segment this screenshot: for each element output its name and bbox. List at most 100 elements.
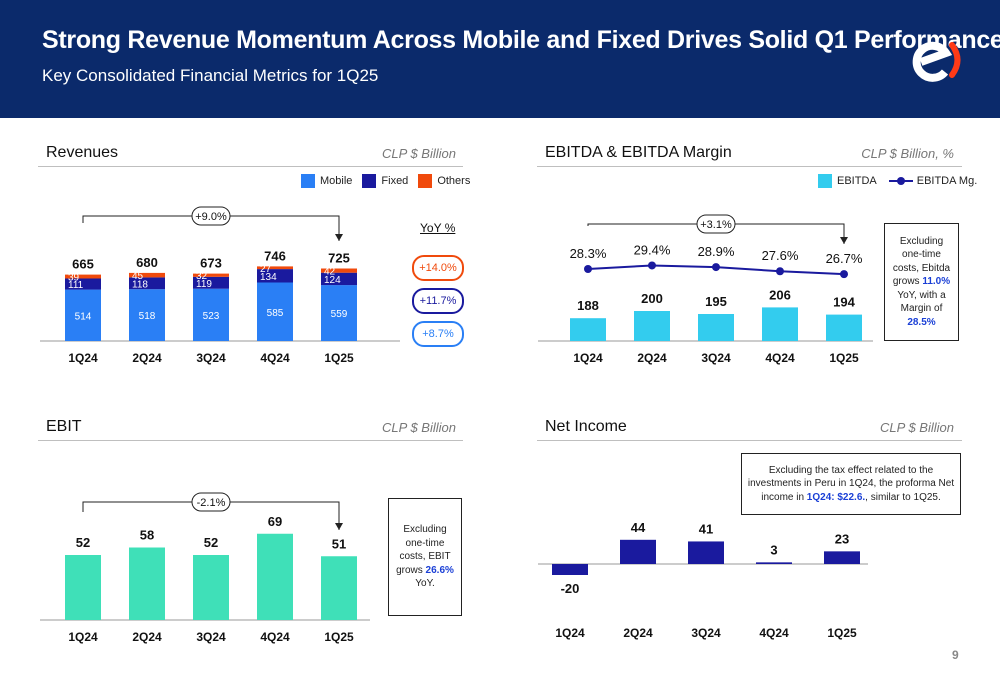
revenues-bar-fixed-1Q24 [65, 278, 101, 290]
revenues-category-4Q24: 4Q24 [260, 351, 290, 365]
revenues-value-others-4Q24: 27 [260, 264, 272, 275]
revenues-value-fixed-3Q24: 119 [196, 279, 212, 290]
net-income-bar-1Q25 [824, 551, 860, 564]
ebitda-margin-point-1Q24 [584, 265, 592, 273]
revenues-total-1Q25: 725 [328, 251, 350, 266]
revenues-value-others-3Q24: 32 [196, 271, 208, 282]
ebit-growth-label: -2.1% [197, 497, 226, 509]
ebit-value-1Q25: 51 [332, 536, 346, 551]
page-title: Strong Revenue Momentum Across Mobile an… [42, 26, 1000, 54]
ebit-bar-1Q25 [321, 556, 357, 620]
revenues-value-mobile-1Q24: 514 [75, 311, 92, 322]
legend-mobile-label: Mobile [320, 175, 353, 187]
net-income-title: Net Income [545, 418, 627, 435]
ebit-note-text-2: YoY. [415, 578, 435, 590]
header-banner: Strong Revenue Momentum Across Mobile an… [0, 0, 1000, 118]
revenues-value-fixed-4Q24: 134 [260, 272, 277, 283]
revenues-bar-others-3Q24 [193, 273, 229, 277]
ebit-category-2Q24: 2Q24 [132, 630, 162, 644]
ebit-value-3Q24: 52 [204, 535, 218, 550]
ebitda-category-2Q24: 2Q24 [637, 351, 667, 365]
revenues-bar-others-1Q25 [321, 268, 357, 273]
page-subtitle: Key Consolidated Financial Metrics for 1… [42, 66, 379, 85]
revenues-value-mobile-1Q25: 559 [331, 309, 348, 320]
net-income-note-text-2: , similar to 1Q25. [865, 491, 941, 503]
ebit-category-1Q24: 1Q24 [68, 630, 98, 644]
ebit-category-3Q24: 3Q24 [196, 630, 226, 644]
revenues-legend: Mobile Fixed Others [301, 174, 470, 188]
revenues-total-2Q24: 680 [136, 255, 158, 270]
revenues-bar-fixed-4Q24 [257, 269, 293, 283]
ebitda-legend: EBITDA EBITDA Mg. [818, 174, 977, 188]
ebitda-margin-point-4Q24 [776, 267, 784, 276]
net-income-value-1Q24: -20 [561, 581, 580, 596]
ebitda-category-1Q25: 1Q25 [829, 351, 859, 365]
net-income-value-4Q24: 3 [770, 542, 777, 557]
net-income-value-3Q24: 41 [699, 521, 713, 536]
ebitda-margin-label-4Q24: 27.6% [762, 248, 799, 263]
ebitda-margin-point-3Q24 [712, 263, 720, 272]
ebitda-note-text-2: YoY, with a Margin of [897, 289, 946, 315]
revenues-bar-mobile-3Q24 [193, 288, 229, 341]
revenues-bar-mobile-1Q25 [321, 285, 357, 341]
revenues-divider [38, 166, 463, 167]
page-number: 9 [952, 648, 959, 662]
net-income-category-2Q24: 2Q24 [623, 626, 653, 640]
revenues-growth-label: +9.0% [195, 211, 227, 223]
net-income-category-1Q25: 1Q25 [827, 626, 857, 640]
ebitda-note-text: Excluding one-time costs, Ebitda grows [892, 235, 951, 288]
legend-fixed-label: Fixed [381, 175, 409, 187]
revenues-unit: CLP $ Billion [382, 146, 456, 161]
ebit-bar-2Q24 [129, 547, 165, 620]
net-income-bar-3Q24 [688, 541, 724, 564]
ebitda-bar-2Q24 [634, 311, 670, 341]
ebitda-margin-point-1Q25 [840, 270, 848, 279]
net-income-note-value: 1Q24: $22.6. [806, 491, 866, 503]
revenues-bar-mobile-4Q24 [257, 282, 293, 341]
ebitda-bar-3Q24 [698, 314, 734, 341]
revenues-growth-pill [191, 206, 231, 226]
revenues-total-1Q24: 665 [72, 257, 94, 272]
ebitda-chart: 188 1Q24 200 2Q24 195 3Q24 206 4Q24 194 1Q25 28.3%… [538, 214, 873, 365]
revenues-category-2Q24: 2Q24 [132, 351, 162, 365]
net-income-bar-2Q24 [620, 539, 656, 564]
ebitda-category-3Q24: 3Q24 [701, 351, 731, 365]
yoy-fixed-pill: +11.7% [412, 288, 464, 314]
revenues-category-3Q24: 3Q24 [196, 351, 226, 365]
revenues-value-fixed-1Q24: 111 [68, 280, 84, 291]
legend-margin-label: EBITDA Mg. [916, 175, 978, 187]
ebitda-margin-label-3Q24: 28.9% [698, 244, 735, 259]
revenues-value-mobile-3Q24: 523 [203, 311, 220, 322]
revenues-growth-arrow [335, 234, 343, 241]
revenues-bar-fixed-3Q24 [193, 276, 229, 289]
revenues-total-3Q24: 673 [200, 256, 222, 271]
net-income-unit: CLP $ Billion [880, 420, 954, 435]
yoy-title: YoY % [420, 221, 456, 235]
legend-mobile-swatch [301, 174, 315, 188]
ebitda-value-2Q24: 200 [641, 291, 663, 306]
revenues-category-1Q24: 1Q24 [68, 351, 98, 365]
ebit-growth-pill [191, 492, 231, 512]
yoy-others-pill: +14.0% [412, 255, 464, 281]
ebit-note: Excluding one-time costs, EBIT grows 26.… [388, 498, 462, 616]
ebitda-bar-4Q24 [762, 307, 798, 341]
ebitda-value-1Q24: 188 [577, 298, 599, 313]
revenues-bar-others-1Q24 [65, 274, 101, 279]
ebitda-growth-label: +3.1% [700, 219, 732, 231]
ebitda-category-1Q24: 1Q24 [573, 351, 603, 365]
net-income-category-3Q24: 3Q24 [691, 626, 721, 640]
ebitda-note-margin: 28.5% [907, 316, 936, 328]
legend-ebitda-label: EBITDA [837, 175, 877, 187]
revenues-value-others-1Q24: 39 [68, 273, 80, 284]
ebit-bar-4Q24 [257, 533, 293, 620]
logo-bracket-shape [949, 42, 961, 78]
revenues-bar-others-4Q24 [257, 266, 293, 270]
ebit-title: EBIT [46, 418, 82, 435]
ebitda-margin-label-2Q24: 29.4% [634, 242, 671, 257]
revenues-title: Revenues [46, 144, 119, 161]
ebitda-bar-1Q25 [826, 314, 862, 341]
net-income-bar-4Q24 [756, 562, 792, 564]
ebitda-note: Excluding one-time costs, Ebitda grows 1… [884, 223, 959, 341]
ebitda-note-growth: 11.0% [922, 276, 951, 288]
